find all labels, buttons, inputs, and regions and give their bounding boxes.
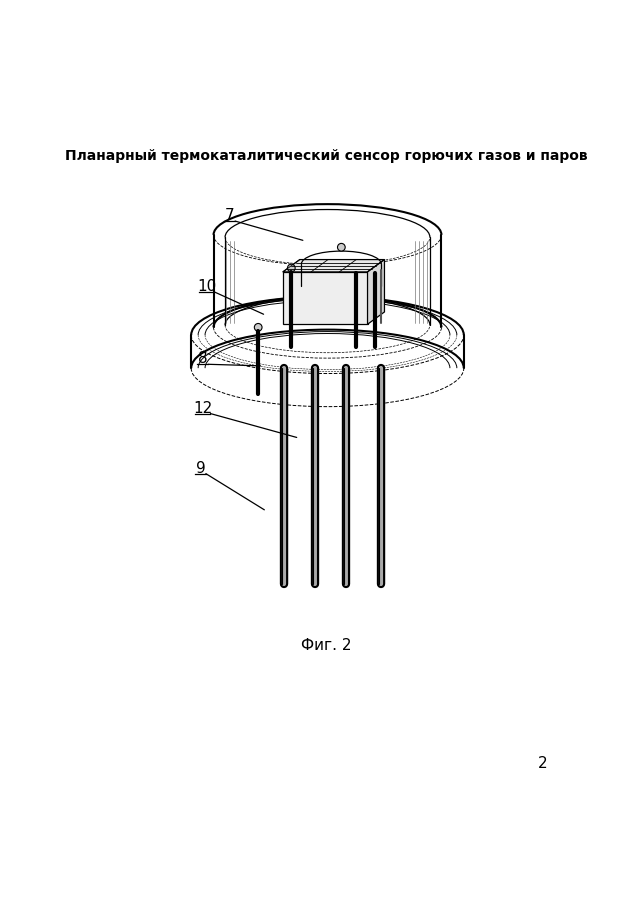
Circle shape: [254, 324, 262, 331]
Text: Планарный термокаталитический сенсор горючих газов и паров: Планарный термокаталитический сенсор гор…: [65, 148, 587, 163]
Polygon shape: [368, 260, 385, 325]
Text: 7: 7: [225, 209, 235, 223]
Text: 10: 10: [197, 279, 216, 294]
Text: 9: 9: [195, 461, 205, 476]
Text: 2: 2: [538, 756, 548, 771]
Circle shape: [338, 244, 345, 251]
Polygon shape: [283, 260, 385, 271]
Text: 12: 12: [193, 401, 212, 415]
Circle shape: [287, 264, 295, 271]
Polygon shape: [283, 271, 368, 325]
Text: 8: 8: [198, 352, 207, 367]
Text: Фиг. 2: Фиг. 2: [301, 637, 351, 653]
